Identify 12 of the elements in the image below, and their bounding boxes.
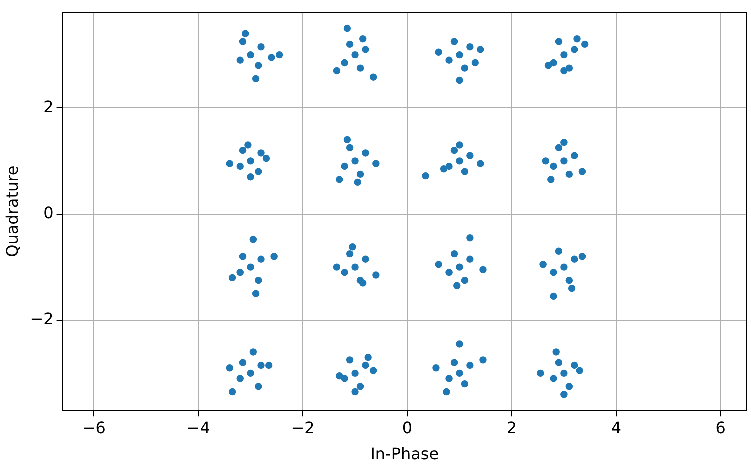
y-tick-label: 0: [44, 203, 54, 222]
y-tick-label: −2: [30, 310, 54, 329]
y-tick-label: 2: [44, 97, 54, 116]
x-tick-label: 0: [402, 418, 413, 438]
x-tick-label: −4: [186, 418, 210, 438]
x-tick-label: −2: [291, 418, 315, 438]
x-tick-label: 4: [611, 418, 622, 438]
x-axis-title: In-Phase: [370, 444, 440, 464]
x-tick-label: 6: [716, 418, 726, 438]
x-tick-label: −6: [82, 418, 106, 438]
y-axis-title: Quadrature: [2, 166, 22, 258]
x-tick-label: 2: [506, 418, 518, 438]
